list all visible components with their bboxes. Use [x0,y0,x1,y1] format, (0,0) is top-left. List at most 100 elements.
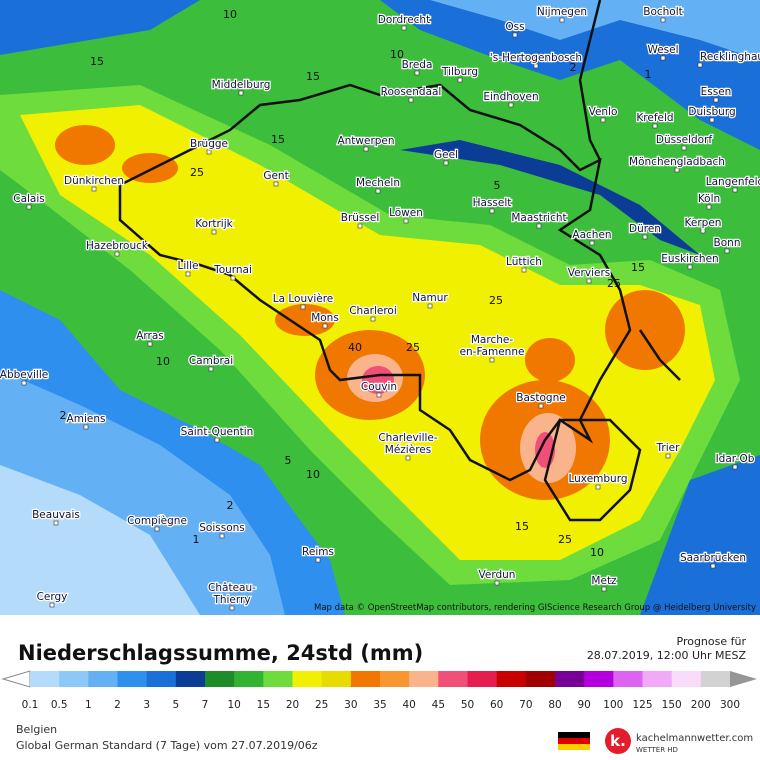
legend-tick-label: 25 [315,699,328,711]
contour-label: 15 [306,70,320,83]
city-label: Idar-Ob [716,453,755,465]
city-label: Middelburg [212,79,271,91]
city-marker [211,229,217,235]
legend-tick-label: 100 [603,699,623,711]
city-label: Château- [208,582,256,594]
legend-swatch [496,671,527,687]
city-label: Mézières [385,444,431,456]
city-label: Mecheln [356,177,400,189]
contour-label: 15 [631,261,645,274]
city-label: Lüttich [506,256,542,268]
contour-label: 15 [90,55,104,68]
legend-tick-label: 200 [691,699,711,711]
city-label: Lille [177,260,198,272]
contour-label: 10 [590,546,604,559]
region: Belgien [16,723,57,736]
city-label: Recklinghausen [700,51,760,63]
attribution: Map data © OpenStreetMap contributors, r… [314,603,756,613]
legend-tick-label: 15 [257,699,270,711]
contour-label: 5 [494,179,501,192]
city-marker [206,149,212,155]
contour-label: 1 [193,533,200,546]
city-label: Hasselt [473,197,512,209]
city-label: Roosendaal [381,86,442,98]
legend-tick-label: 0.1 [22,699,39,711]
city-label: Compiègne [127,515,187,527]
city-marker [363,146,369,152]
city-label: Essen [701,86,732,98]
city-label: Tilburg [441,66,478,78]
legend-swatch [613,671,643,687]
city-marker [300,304,306,310]
city-marker [533,63,539,69]
city-label: Verviers [568,267,611,279]
forecast-time: 28.07.2019, 12:00 Uhr MESZ [587,649,747,662]
city-marker [681,145,687,151]
contour-label: 25 [489,294,503,307]
legend-swatch [175,671,206,687]
city-marker [601,586,607,592]
contour-label: 15 [271,133,285,146]
city-label: Nijmegen [537,6,587,18]
city-marker [512,32,518,38]
city-marker [229,605,235,611]
city-marker [273,181,279,187]
city-label: Venlo [589,106,618,118]
city-marker [401,25,407,31]
legend-tick-label: 45 [432,699,445,711]
city-label: Saarbrücken [680,552,746,564]
city-label: Dordrecht [378,14,430,26]
city-marker [665,453,671,459]
city-marker [427,303,433,309]
city-label: Namur [412,292,448,304]
legend-tick-label: 5 [172,699,179,711]
city-marker [660,17,666,23]
city-marker [91,186,97,192]
contour-label: 15 [515,520,529,533]
city-marker [697,62,703,68]
legend-tick-label: 80 [548,699,561,711]
city-marker [53,520,59,526]
legend-tick-label: 20 [286,699,299,711]
city-marker [674,167,680,173]
legend-swatch [525,671,556,687]
legend-swatch [146,671,177,687]
city-label: Düren [629,223,661,235]
city-label: Bocholt [643,6,683,18]
city-marker [494,580,500,586]
city-label: Maastricht [511,212,566,224]
contour-label: 25 [406,341,420,354]
city-label: Verdun [479,569,516,581]
city-marker [538,403,544,409]
city-marker [586,278,592,284]
legend-tick-label: 10 [227,699,240,711]
city-marker [408,97,414,103]
city-marker [457,77,463,83]
city-marker [208,366,214,372]
city-marker [375,188,381,194]
city-marker [700,228,706,234]
city-marker [489,208,495,214]
city-marker [154,526,160,532]
city-label: Aachen [572,229,611,241]
legend-swatch [700,671,731,687]
city-label: Beauvais [32,509,80,521]
city-label: Charleville- [378,432,438,444]
city-label: Tournai [213,264,252,276]
city-marker [26,204,32,210]
legend-end-arrow [730,671,757,687]
city-label: Brüssel [341,212,380,224]
city-label: Oss [505,21,524,33]
contour-label: 1 [645,68,652,81]
city-marker [660,55,666,61]
forecast-label: Prognose für [677,635,747,648]
legend-tick-label: 90 [577,699,590,711]
legend-swatch [292,671,323,687]
legend-swatch [59,671,89,687]
legend-tick-label: 125 [632,699,652,711]
city-label: Mons [311,312,339,324]
legend-swatch [642,671,673,687]
brand: kachelmannwetter.com [636,733,753,744]
city-marker [652,123,658,129]
